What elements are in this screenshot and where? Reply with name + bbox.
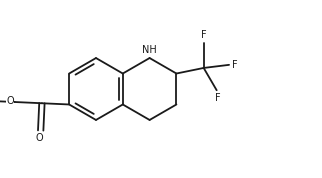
Text: NH: NH bbox=[142, 45, 156, 56]
Text: F: F bbox=[232, 60, 237, 70]
Text: F: F bbox=[215, 93, 221, 103]
Text: F: F bbox=[201, 30, 206, 40]
Text: O: O bbox=[36, 133, 43, 143]
Text: O: O bbox=[6, 96, 14, 106]
